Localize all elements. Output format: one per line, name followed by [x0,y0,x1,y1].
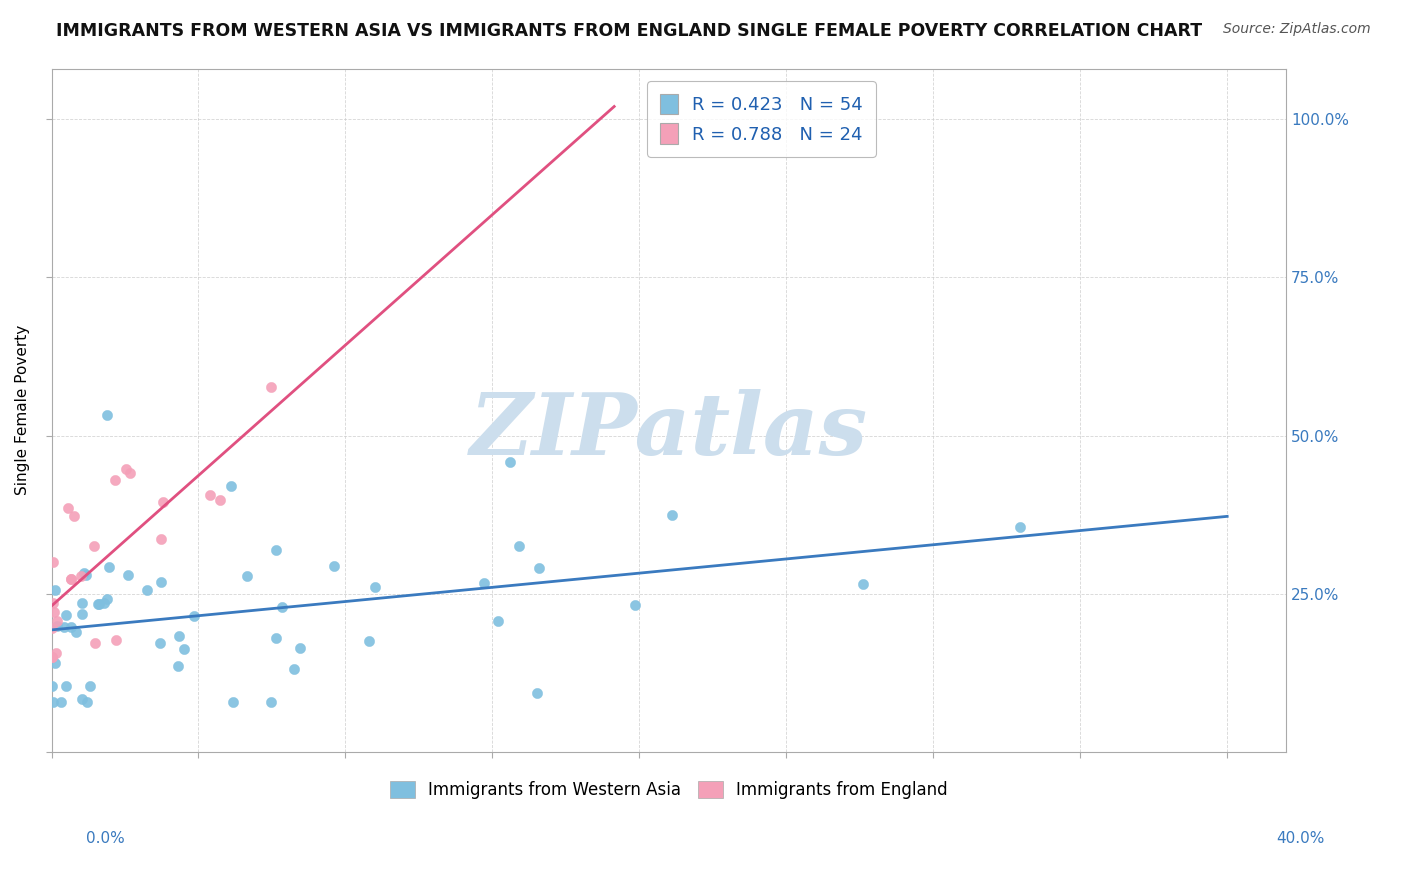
Point [96,408,118,422]
Point [135,582,157,597]
Point [83,539,105,553]
Point [44,582,66,597]
Point [283,662,305,676]
Point [270,599,292,614]
Point [45,614,67,628]
Point [173,642,195,657]
Point [624,598,647,612]
Point [167,659,190,673]
Point [79,679,101,693]
Point [70,596,93,610]
Point [52,620,75,634]
Point [41,621,63,635]
Point [65,624,87,639]
Point [42,694,65,708]
Point [486,614,509,628]
Point [59,620,82,634]
Point [58,501,80,516]
Point [49,694,72,708]
Text: Source: ZipAtlas.com: Source: ZipAtlas.com [1223,22,1371,37]
Point [70,607,93,622]
Point [59,572,82,586]
Point [264,542,287,557]
Legend: Immigrants from Western Asia, Immigrants from England: Immigrants from Western Asia, Immigrants… [382,774,955,805]
Point [70,692,93,706]
Text: IMMIGRANTS FROM WESTERN ASIA VS IMMIGRANTS FROM ENGLAND SINGLE FEMALE POVERTY CO: IMMIGRANTS FROM WESTERN ASIA VS IMMIGRAN… [56,22,1202,40]
Point [472,576,495,591]
Y-axis label: Single Female Poverty: Single Female Poverty [15,326,30,495]
Point [41,596,63,610]
Point [364,580,387,594]
Text: 40.0%: 40.0% [1277,831,1324,846]
Point [219,479,242,493]
Point [661,508,683,522]
Point [41,679,63,693]
Point [183,609,205,624]
Point [115,461,138,475]
Point [259,694,281,708]
Point [87,597,110,611]
Point [42,556,65,570]
Point [84,636,107,650]
Point [264,631,287,645]
Point [851,577,873,591]
Point [526,686,548,700]
Point [75,567,97,582]
Point [222,694,245,708]
Point [96,592,118,607]
Point [93,596,115,610]
Point [152,495,174,509]
Point [200,488,222,502]
Point [117,568,139,582]
Point [73,566,96,581]
Point [288,641,311,656]
Point [41,650,63,665]
Point [1008,520,1031,534]
Text: 0.0%: 0.0% [86,831,125,846]
Point [208,493,231,508]
Point [150,575,173,590]
Point [55,607,77,622]
Point [105,632,128,647]
Point [76,694,98,708]
Point [260,380,283,394]
Point [45,646,67,660]
Point [44,656,66,670]
Point [529,561,551,575]
Point [149,532,172,546]
Point [499,455,522,469]
Point [62,508,84,523]
Point [104,473,127,487]
Point [359,633,381,648]
Point [42,606,65,620]
Point [98,560,121,574]
Point [45,618,67,632]
Point [167,629,190,643]
Point [59,572,82,586]
Point [508,539,530,553]
Point [235,569,257,583]
Point [149,636,172,650]
Point [118,466,141,480]
Point [41,649,63,664]
Text: ZIPatlas: ZIPatlas [470,389,868,473]
Point [323,558,346,573]
Point [87,597,110,611]
Point [55,679,77,693]
Point [70,569,93,583]
